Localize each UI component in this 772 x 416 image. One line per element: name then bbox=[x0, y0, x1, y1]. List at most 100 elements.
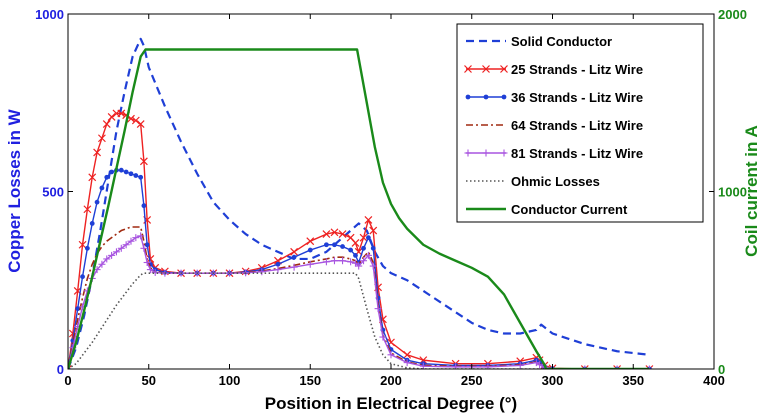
series-point bbox=[127, 237, 135, 245]
series-point bbox=[291, 254, 297, 260]
series-point bbox=[332, 242, 337, 248]
series-point bbox=[143, 259, 151, 266]
y-left-tick-label: 0 bbox=[57, 362, 64, 377]
series-point bbox=[141, 203, 147, 209]
series-point bbox=[80, 274, 85, 280]
legend-marker bbox=[500, 149, 508, 157]
legend-box bbox=[456, 23, 704, 223]
legend-marker bbox=[482, 65, 490, 73]
series-point bbox=[274, 266, 282, 274]
series-point bbox=[419, 362, 427, 369]
series-point bbox=[361, 245, 366, 251]
series-point bbox=[128, 171, 134, 177]
series-line bbox=[68, 37, 650, 369]
series-point bbox=[330, 257, 338, 265]
series-point bbox=[290, 247, 299, 256]
series-point bbox=[339, 257, 347, 265]
x-tick-label: 100 bbox=[219, 373, 241, 388]
series-point bbox=[322, 258, 330, 266]
x-tick-label: 350 bbox=[622, 373, 644, 388]
series-3 bbox=[68, 226, 650, 369]
series-point bbox=[140, 244, 148, 252]
series-point bbox=[112, 248, 120, 256]
series-point bbox=[364, 215, 373, 224]
x-tick-label: 50 bbox=[142, 373, 156, 388]
legend-item: 64 Strands - Litz Wire bbox=[466, 118, 643, 133]
y-left-tick-label: 1000 bbox=[35, 7, 64, 22]
series-point bbox=[379, 333, 387, 341]
legend-marker bbox=[501, 94, 507, 100]
series-point bbox=[146, 255, 155, 263]
legend-label: 25 Strands - Litz Wire bbox=[511, 62, 643, 77]
series-point bbox=[98, 260, 106, 268]
series-point bbox=[369, 226, 378, 235]
series-point bbox=[109, 169, 115, 175]
legend-marker bbox=[483, 94, 489, 100]
series-point bbox=[139, 157, 148, 166]
series-point bbox=[107, 113, 116, 121]
x-tick-label: 200 bbox=[380, 373, 402, 388]
series-point bbox=[324, 242, 329, 248]
legend-label: Ohmic Losses bbox=[511, 174, 600, 189]
series-point bbox=[94, 199, 100, 205]
y-left-tick-label: 500 bbox=[42, 185, 64, 200]
series-line bbox=[68, 48, 650, 369]
series-5 bbox=[68, 272, 650, 369]
series-point bbox=[78, 240, 87, 249]
series-4 bbox=[68, 232, 653, 369]
series-point bbox=[355, 262, 363, 270]
series-point bbox=[93, 148, 101, 157]
series-point bbox=[75, 306, 81, 312]
series-point bbox=[452, 363, 460, 369]
series-point bbox=[370, 245, 376, 251]
tick-layer: 0 50 100 150 200 250 300 350 4000500100001000200… bbox=[35, 7, 747, 388]
series-point bbox=[258, 268, 266, 276]
series-point bbox=[117, 244, 125, 252]
series-point bbox=[122, 241, 130, 249]
series-point bbox=[118, 167, 124, 173]
legend-label: 64 Strands - Litz Wire bbox=[511, 118, 643, 133]
series-point bbox=[144, 242, 150, 248]
legend-marker bbox=[500, 65, 508, 73]
series-point bbox=[275, 261, 281, 267]
x-tick-label: 150 bbox=[299, 373, 321, 388]
series-point bbox=[89, 221, 95, 226]
legend-item: Solid Conductor bbox=[466, 34, 612, 49]
series-point bbox=[348, 247, 354, 253]
series-point bbox=[84, 245, 90, 251]
legend-label: Solid Conductor bbox=[511, 34, 612, 49]
series-point bbox=[330, 228, 339, 237]
series-point bbox=[108, 251, 116, 259]
series-point bbox=[360, 257, 368, 265]
series-point bbox=[68, 365, 72, 369]
x-tick-label: 0 bbox=[64, 373, 71, 388]
series-point bbox=[645, 365, 653, 369]
x-tick-label: 300 bbox=[542, 373, 564, 388]
series-point bbox=[83, 205, 92, 214]
legend-label: Conductor Current bbox=[511, 202, 628, 217]
legend-item: 36 Strands - Litz Wire bbox=[465, 90, 643, 105]
series-point bbox=[613, 365, 621, 369]
series-point bbox=[338, 230, 347, 239]
series-point bbox=[97, 134, 106, 143]
y-right-tick-label: 2000 bbox=[718, 7, 747, 22]
series-point bbox=[132, 234, 140, 242]
series-point bbox=[322, 230, 331, 239]
y-left-axis-title: Copper Losses in W bbox=[5, 108, 24, 272]
y-right-axis-title: Coil current in A bbox=[742, 125, 761, 257]
series-point bbox=[359, 233, 368, 242]
series-point bbox=[136, 120, 145, 128]
series-point bbox=[133, 173, 139, 178]
series-point bbox=[131, 116, 140, 125]
series-point bbox=[99, 185, 105, 191]
series-6 bbox=[68, 48, 650, 369]
series-point bbox=[365, 235, 371, 241]
series-0 bbox=[68, 37, 650, 369]
series-point bbox=[403, 359, 411, 367]
series-point bbox=[137, 232, 145, 240]
series-point bbox=[536, 361, 544, 369]
series-point bbox=[364, 251, 372, 259]
series-point bbox=[306, 260, 314, 268]
series-point bbox=[353, 253, 358, 258]
series-point bbox=[369, 262, 377, 270]
